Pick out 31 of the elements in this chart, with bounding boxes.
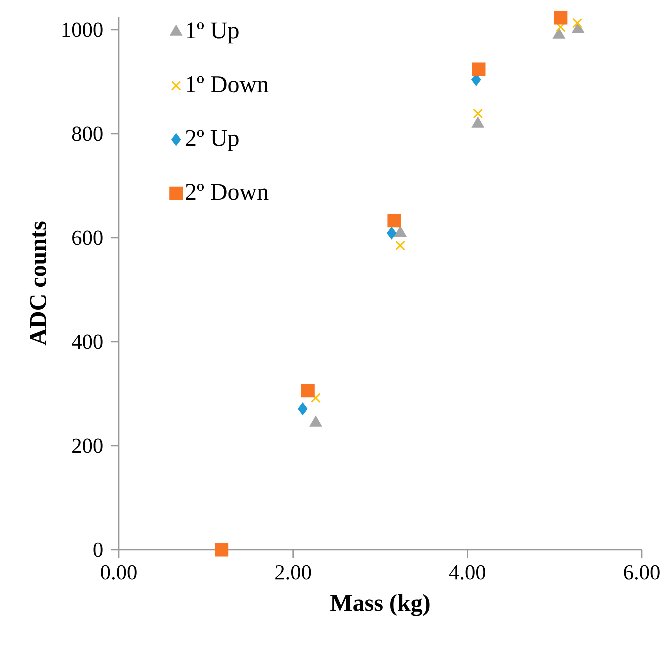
legend-label: 1º Down	[187, 76, 269, 93]
point	[396, 240, 406, 251]
point	[472, 117, 484, 128]
legend-label: 2º Down	[186, 184, 269, 200]
x-tick-label: 6.00	[624, 565, 660, 580]
x-tick-label: 2.00	[276, 565, 312, 580]
point	[388, 214, 402, 228]
y-tick-label: 0	[94, 542, 103, 558]
point	[215, 543, 229, 557]
point	[554, 11, 568, 25]
y-tick-label: 800	[72, 126, 103, 142]
point	[298, 403, 308, 416]
legend-label: 1º Up	[187, 22, 239, 44]
point	[394, 226, 406, 238]
x-tick-label: 0.00	[101, 565, 137, 580]
point	[301, 384, 315, 398]
y-tick-label: 400	[72, 334, 103, 350]
y-tick-label: 200	[72, 438, 103, 454]
point	[311, 393, 321, 404]
point	[472, 62, 486, 76]
y-axis-title: ADC counts	[30, 222, 46, 346]
legend-label: 2º Up	[186, 130, 239, 152]
x-tick-label: 4.00	[449, 565, 486, 580]
point	[387, 227, 397, 240]
point	[473, 108, 484, 119]
point	[572, 22, 584, 34]
point	[572, 18, 582, 28]
point	[553, 28, 566, 39]
y-tick-label: 600	[72, 230, 103, 246]
y-tick-label: 1000	[62, 22, 103, 38]
x-axis-title: Mass (kg)	[330, 594, 430, 616]
